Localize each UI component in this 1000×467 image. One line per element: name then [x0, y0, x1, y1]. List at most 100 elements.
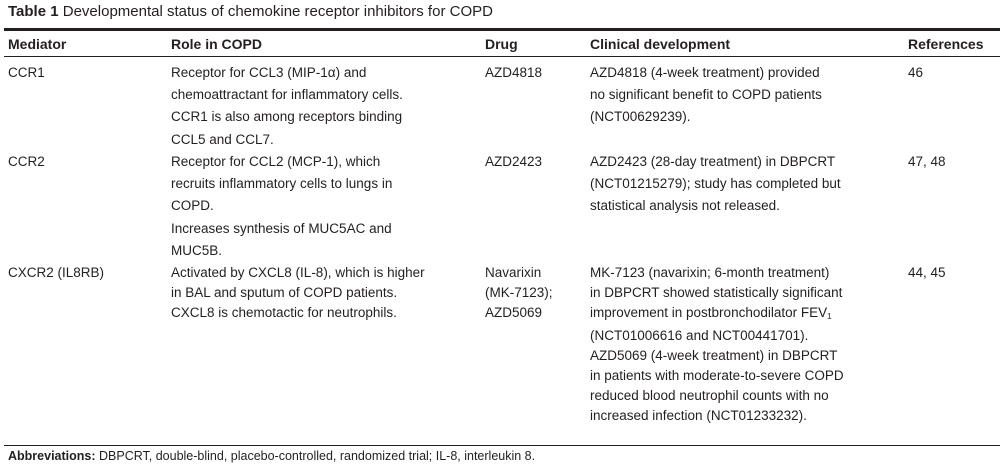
cell-drug: Navarixin (MK-7123); AZD5069 — [485, 263, 553, 322]
footnote-label: Abbreviations: — [8, 449, 96, 463]
cell-line: Receptor for CCL2 (MCP-1), which — [171, 151, 392, 173]
line-text: (NCT01215279); study has completed but — [590, 176, 841, 192]
cell-line: AZD2423 (28-day treatment) in DBPCRT — [590, 151, 841, 173]
cell-line: increased infection (NCT01233232). — [590, 406, 844, 426]
line-text: recruits inflammatory cells to lungs in — [171, 176, 393, 192]
cell-line: CCL5 and CCL7. — [171, 129, 403, 151]
cell-line: (NCT01215279); study has completed but — [590, 173, 841, 195]
line-text: reduced blood neutrophil counts with no — [590, 387, 829, 403]
line-text: increased infection (NCT01233232). — [590, 407, 807, 423]
cell-line: statistical analysis not released. — [590, 195, 841, 217]
cell-line: Receptor for CCL3 (MIP-1α) and — [171, 62, 403, 84]
cell-line: 44, 45 — [908, 263, 946, 283]
header-role: Role in COPD — [171, 36, 263, 52]
line-text: 44, 45 — [908, 265, 946, 280]
cell-role: Activated by CXCL8 (IL-8), which is high… — [171, 263, 425, 322]
cell-references: 44, 45 — [908, 263, 946, 283]
cell-references: 46 — [908, 62, 923, 84]
cell-line: AZD4818 — [485, 62, 542, 84]
header-clinical-development: Clinical development — [590, 36, 731, 52]
cell-mediator: CXCR2 (IL8RB) — [8, 263, 104, 283]
line-text: no significant benefit to COPD patients — [590, 87, 822, 103]
cell-line: CCR2 — [8, 151, 45, 173]
cell-line: (NCT01006616 and NCT00441701). — [590, 326, 844, 346]
cell-line: Navarixin — [485, 263, 553, 283]
table-caption: Developmental status of chemokine recept… — [62, 3, 493, 20]
cell-line: in patients with moderate-to-severe COPD — [590, 366, 844, 386]
line-text: AZD5069 — [485, 304, 543, 320]
line-text: (MK-7123); — [485, 284, 553, 300]
cell-line: AZD5069 (4-week treatment) in DBPCRT — [590, 346, 844, 366]
line-text: AZD4818 (4-week treatment) provided — [590, 65, 820, 80]
cell-line: CXCR2 (IL8RB) — [8, 263, 104, 283]
cell-line: Activated by CXCL8 (IL-8), which is high… — [171, 263, 425, 283]
line-text: statistical analysis not released. — [590, 198, 780, 214]
cell-line: no significant benefit to COPD patients — [590, 84, 822, 106]
cell-line: improvement in postbronchodilator FEV1 — [590, 303, 844, 327]
table-label: Table 1 — [8, 3, 59, 20]
cell-line: CCR1 — [8, 62, 45, 84]
cell-mediator: CCR2 — [8, 151, 45, 173]
cell-drug: AZD4818 — [485, 62, 542, 84]
line-text: in patients with moderate-to-severe COPD — [590, 367, 844, 383]
line-text: Receptor for CCL3 (MIP-1α) and — [171, 65, 367, 80]
line-text: CXCR2 (IL8RB) — [8, 265, 105, 280]
cell-clinical-development: AZD2423 (28-day treatment) in DBPCRT (NCT… — [590, 151, 841, 218]
cell-line: AZD4818 (4-week treatment) provided — [590, 62, 822, 84]
cell-clinical-development: MK-7123 (navarixin; 6-month treatment) in… — [590, 263, 844, 425]
cell-line: recruits inflammatory cells to lungs in — [171, 173, 392, 195]
header-drug: Drug — [485, 36, 518, 52]
line-text: MUC5B. — [171, 242, 223, 258]
bottom-rule — [4, 445, 1000, 446]
cell-drug: AZD2423 — [485, 151, 542, 173]
line-text: in DBPCRT showed statistically significa… — [590, 284, 843, 300]
line-text: CCR2 — [8, 154, 45, 169]
cell-line: CXCL8 is chemotactic for neutrophils. — [171, 303, 425, 323]
footnote: Abbreviations: DBPCRT, double-blind, pla… — [8, 449, 535, 463]
cell-mediator: CCR1 — [8, 62, 45, 84]
cell-line: 47, 48 — [908, 151, 946, 173]
line-text: CCR1 is also among receptors binding — [171, 109, 403, 125]
line-text: (NCT01006616 and NCT00441701). — [590, 328, 809, 344]
line-text: CCL5 and CCL7. — [171, 131, 274, 147]
cell-line: (NCT00629239). — [590, 106, 822, 128]
cell-line: CCR1 is also among receptors binding — [171, 106, 403, 128]
line-text: 46 — [908, 65, 924, 80]
line-text: AZD2423 (28-day treatment) in DBPCRT — [590, 154, 836, 169]
cell-role: Receptor for CCL3 (MIP-1α) and chemoattra… — [171, 62, 403, 151]
footnote-text: DBPCRT, double-blind, placebo-controlled… — [95, 449, 536, 463]
line-text: Navarixin — [485, 265, 542, 280]
line-text: Activated by CXCL8 (IL-8), which is high… — [171, 265, 425, 280]
line-text: CCR1 — [8, 65, 45, 80]
line-text: CXCL8 is chemotactic for neutrophils. — [171, 304, 397, 320]
line-text: Increases synthesis of MUC5AC and — [171, 220, 392, 236]
cell-references: 47, 48 — [908, 151, 946, 173]
line-text: improvement in postbronchodilator FEV — [590, 304, 828, 320]
cell-line: AZD5069 — [485, 303, 553, 323]
cell-line: in BAL and sputum of COPD patients. — [171, 283, 425, 303]
cell-role: Receptor for CCL2 (MCP-1), which recruits… — [171, 151, 392, 262]
table-title: Table 1 Developmental status of chemokin… — [8, 3, 493, 20]
cell-line: 46 — [908, 62, 923, 84]
subscript: 1 — [827, 311, 832, 321]
line-text: AZD4818 — [485, 65, 543, 80]
cell-line: reduced blood neutrophil counts with no — [590, 386, 844, 406]
top-rule — [4, 28, 1000, 31]
line-text: chemoattractant for inflammatory cells. — [171, 87, 403, 103]
line-text: AZD2423 — [485, 154, 543, 169]
cell-line: in DBPCRT showed statistically significa… — [590, 283, 844, 303]
cell-clinical-development: AZD4818 (4-week treatment) provided no si… — [590, 62, 822, 129]
cell-line: COPD. — [171, 195, 392, 217]
line-text: COPD. — [171, 198, 214, 214]
line-text: MK-7123 (navarixin; 6-month treatment) — [590, 265, 830, 280]
header-rule — [4, 56, 1000, 57]
cell-line: (MK-7123); — [485, 283, 553, 303]
line-text: 47, 48 — [908, 154, 946, 169]
cell-line: Increases synthesis of MUC5AC and — [171, 218, 392, 240]
header-references: References — [908, 36, 984, 52]
line-text: AZD5069 (4-week treatment) in DBPCRT — [590, 348, 838, 364]
cell-line: MUC5B. — [171, 240, 392, 262]
header-mediator: Mediator — [8, 36, 67, 52]
line-text: Receptor for CCL2 (MCP-1), which — [171, 154, 381, 169]
cell-line: AZD2423 — [485, 151, 542, 173]
